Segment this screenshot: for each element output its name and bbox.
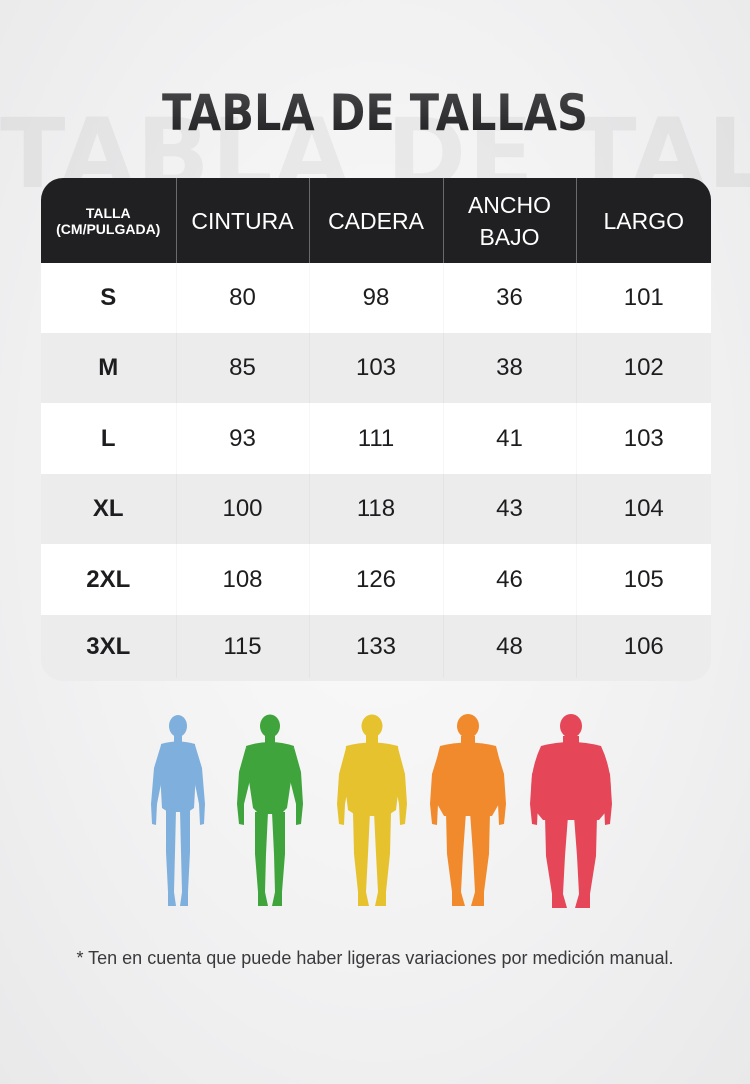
header-cadera: CADERA (308, 178, 443, 263)
measurement-cell: 43 (443, 474, 576, 544)
measurement-cell: 126 (309, 544, 443, 615)
measurement-cell: 111 (309, 403, 443, 474)
measurement-cell: 105 (576, 544, 711, 615)
size-label-cell: XL (41, 474, 176, 544)
measurement-cell: 103 (576, 403, 711, 474)
size-table-container: TALLA (CM/PULGADA) CINTURA CADERA ANCHO BAJ… (41, 178, 711, 681)
page-title: TABLA DE TALLAS (53, 84, 698, 142)
header-largo: LARGO (575, 178, 711, 263)
table-row: 3XL 115 133 48 106 (41, 615, 711, 678)
header-talla: TALLA (CM/PULGADA) (41, 178, 176, 263)
size-label-cell: 2XL (41, 544, 176, 615)
measurement-cell: 48 (443, 615, 576, 678)
measurement-cell: 80 (176, 263, 309, 333)
measurement-cell: 104 (576, 474, 711, 544)
measurement-cell: 106 (576, 615, 711, 678)
table-row: M 85 103 38 102 (41, 333, 711, 403)
measurement-cell: 46 (443, 544, 576, 615)
measurement-cell: 115 (176, 615, 309, 678)
measurement-cell: 108 (176, 544, 309, 615)
measurement-cell: 85 (176, 333, 309, 403)
measurement-cell: 118 (309, 474, 443, 544)
table-row: 2XL 108 126 46 105 (41, 544, 711, 615)
human-silhouette-icon (530, 714, 612, 908)
measurement-cell: 101 (576, 263, 711, 333)
measurement-cell: 103 (309, 333, 443, 403)
measurement-cell: 93 (176, 403, 309, 474)
human-silhouette-icon (337, 714, 407, 906)
human-silhouette-icon (430, 714, 506, 906)
table-row: XL 100 118 43 104 (41, 474, 711, 544)
human-silhouette-icon (237, 714, 303, 906)
table-header-row: TALLA (CM/PULGADA) CINTURA CADERA ANCHO BAJ… (41, 178, 711, 263)
measurement-note: * Ten en cuenta que puede haber ligeras … (76, 948, 674, 968)
measurement-cell: 38 (443, 333, 576, 403)
measurement-cell: 100 (176, 474, 309, 544)
measurement-cell: 102 (576, 333, 711, 403)
measurement-cell: 36 (443, 263, 576, 333)
table-body: S 80 98 36 101 M 85 103 38 102 L 93 111 41 103 XL 100 118… (41, 263, 711, 678)
header-ancho-bajo: ANCHO BAJO (442, 178, 576, 263)
size-label-cell: M (41, 333, 176, 403)
table-row: S 80 98 36 101 (41, 263, 711, 333)
size-label-cell: S (41, 263, 176, 333)
header-cintura: CINTURA (175, 178, 309, 263)
size-label-cell: 3XL (41, 615, 176, 678)
measurement-cell: 133 (309, 615, 443, 678)
size-label-cell: L (41, 403, 176, 474)
measurement-cell: 98 (309, 263, 443, 333)
human-silhouette-icon (151, 715, 205, 906)
measurement-cell: 41 (443, 403, 576, 474)
body-figures (151, 714, 612, 908)
size-table: TALLA (CM/PULGADA) CINTURA CADERA ANCHO BAJ… (41, 178, 711, 678)
table-row: L 93 111 41 103 (41, 403, 711, 474)
